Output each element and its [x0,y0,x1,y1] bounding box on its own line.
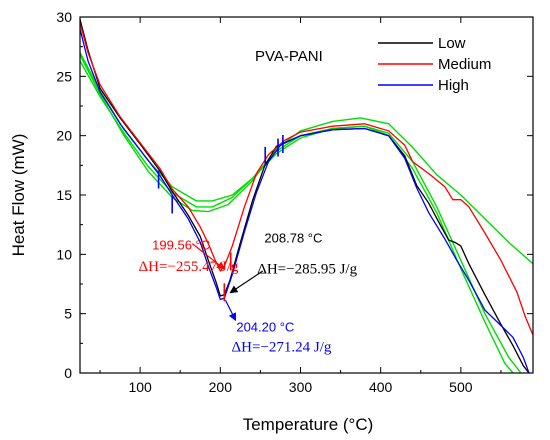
y-axis-label: Heat Flow (mW) [9,134,28,257]
y-tick-label-15: 15 [56,187,72,203]
x-axis-label: Temperature (°C) [243,415,374,434]
y-tick-label-30: 30 [56,9,72,25]
annotation-arrow-3 [226,300,236,320]
annotation-enthalpy-1: ΔH=−255.47 J/g [139,259,239,275]
annotation-enthalpy-3: ΔH=−271.24 J/g [232,340,332,356]
fit-curves [80,53,533,373]
y-tick-label-20: 20 [56,128,72,144]
x-tick-label-200: 200 [209,379,233,395]
fit-curve-2 [80,61,513,373]
annotation-temperature-3: 204.20 °C [236,319,294,334]
chart-title: PVA-PANI [255,48,323,65]
x-tick-label-300: 300 [289,379,313,395]
x-tick-label-100: 100 [128,379,152,395]
fit-curve-1 [80,53,521,373]
annotation-temperature-1: 199.56 °C [152,238,210,253]
legend-label-medium: Medium [438,56,491,73]
y-tick-label-0: 0 [64,365,72,381]
legend-label-low: Low [438,35,466,52]
x-tick-label-400: 400 [369,379,393,395]
annotation-temperature-2: 208.78 °C [264,230,322,245]
legend: Low Medium High [378,35,491,94]
x-tick-label-500: 500 [449,379,473,395]
legend-label-high: High [438,77,469,94]
annotation-enthalpy-2: ΔH=−285.95 J/g [257,261,357,277]
y-tick-label-25: 25 [56,68,72,84]
y-tick-label-5: 5 [64,306,72,322]
y-tick-label-10: 10 [56,246,72,262]
annotations: 199.56 °C ΔH=−255.47 J/g 208.78 °C ΔH=−285.… [139,230,358,355]
